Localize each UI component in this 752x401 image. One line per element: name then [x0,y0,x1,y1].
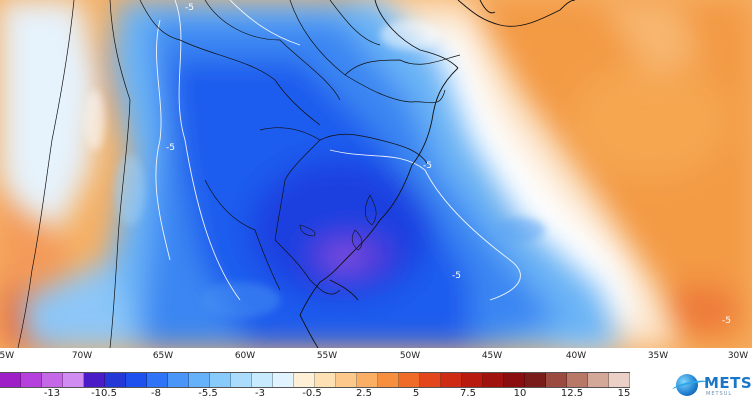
colorbar-segment [168,373,189,387]
contour-label: -5 [722,316,731,326]
contour-label: -5 [166,143,175,153]
longitude-label: 55W [316,351,338,361]
legend-tick: -3 [255,388,265,399]
colorbar-segment [378,373,399,387]
colorbar-segment [63,373,84,387]
legend-tick: 2.5 [356,388,372,399]
legend-tick: -0.5 [302,388,322,399]
colorbar-segment [0,373,21,387]
colorbar-segment [21,373,42,387]
cold-anomaly-layer [20,0,700,348]
colorbar [0,372,630,388]
colorbar-segment [315,373,336,387]
legend-tick: -10.5 [91,388,117,399]
colorbar-segment [126,373,147,387]
contour-label: -5 [185,3,194,13]
metsul-logo: METS METSUL [671,368,752,401]
colorbar-segment [294,373,315,387]
colorbar-segment [189,373,210,387]
map-canvas: -5 -5 -5 -5 -5 [0,0,752,349]
globe-icon [676,374,698,396]
longitude-label: 35W [647,351,669,361]
colorbar-segment [210,373,231,387]
colorbar-segment [441,373,462,387]
country-borders [17,0,461,349]
legend-tick: -13 [43,388,61,399]
longitude-label: 70W [71,351,93,361]
colorbar-segment [84,373,105,387]
colorbar-segment [462,373,483,387]
legend-tick: 12.5 [560,388,584,399]
contour-label: -5 [452,271,461,281]
texture-layer [85,20,545,318]
longitude-label: 45W [481,351,503,361]
temperature-anomaly-map: -5 -5 -5 -5 -5 [0,0,752,349]
colorbar-segment [483,373,504,387]
legend-tick: 5 [412,388,420,399]
longitude-label: 50W [399,351,421,361]
legend-tick: 7.5 [460,388,476,399]
longitude-label: 75W [0,351,15,361]
longitude-label: 65W [152,351,174,361]
colorbar-segment [525,373,546,387]
colorbar-segment [252,373,273,387]
longitude-axis: 75W 70W 65W 60W 55W 50W 45W 40W 35W 30W [0,348,752,368]
contour-label: -5 [423,161,432,171]
colorbar-segment [504,373,525,387]
longitude-label: 60W [234,351,256,361]
contour-lines [155,0,521,301]
colorbar-segment [147,373,168,387]
longitude-label: 30W [727,351,749,361]
colorbar-segment [357,373,378,387]
colorbar-segment [231,373,252,387]
logo-subtext: METSUL [706,391,733,397]
longitude-label: 40W [565,351,587,361]
colorbar-segment [609,373,630,387]
legend-tick: 15 [617,388,631,399]
colorbar-segment [420,373,441,387]
lagoons [299,194,377,251]
colorbar-segment [399,373,420,387]
coastline [299,0,576,349]
colorbar-segment [105,373,126,387]
colorbar-segment [546,373,567,387]
logo-text: METS [704,374,752,392]
colorbar-segment [42,373,63,387]
legend-tick: -8 [151,388,161,399]
contour-labels: -5 -5 -5 -5 -5 [166,3,731,326]
legend-tick: -5.5 [198,388,218,399]
colorbar-segment [336,373,357,387]
colorbar-segment [567,373,588,387]
legend-tick: 10 [513,388,527,399]
color-legend: -13 -10.5 -8 -5.5 -3 -0.5 2.5 5 7.5 10 1… [0,368,752,401]
colorbar-segment [588,373,609,387]
colorbar-segment [273,373,294,387]
